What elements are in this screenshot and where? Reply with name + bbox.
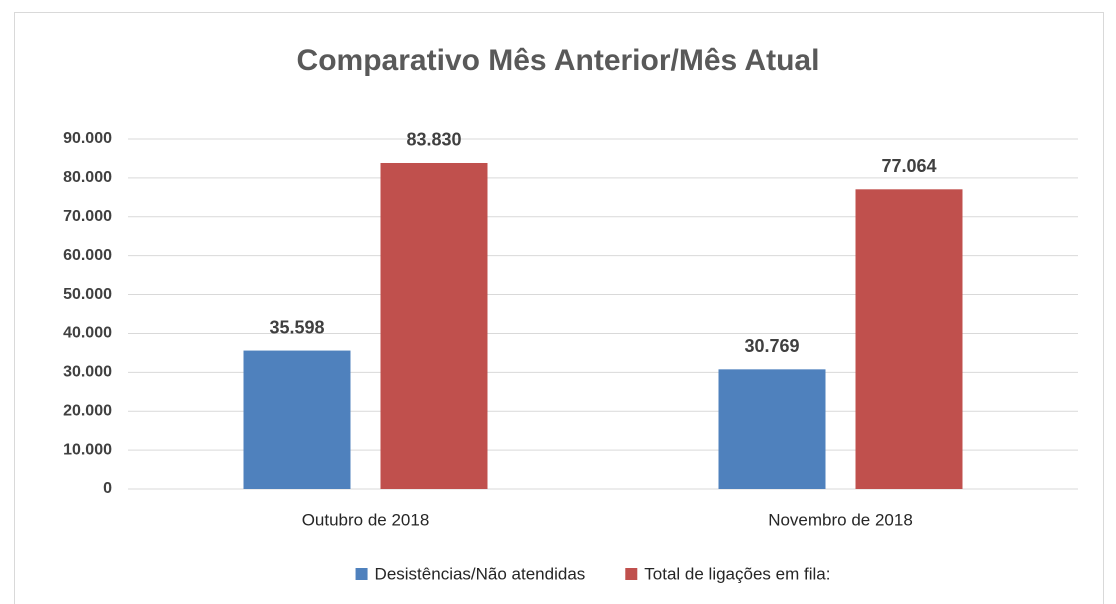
y-tick-label: 70.000 (63, 208, 112, 225)
bar (243, 350, 351, 489)
value-label: 30.769 (744, 336, 799, 356)
y-tick-label: 90.000 (63, 130, 112, 147)
bar (855, 189, 963, 489)
x-tick-label: Outubro de 2018 (302, 510, 430, 529)
value-label: 35.598 (269, 317, 324, 337)
y-tick-label: 30.000 (63, 364, 112, 381)
legend-swatch (355, 568, 368, 580)
y-tick-label: 20.000 (63, 402, 112, 419)
y-tick-label: 80.000 (63, 169, 112, 186)
value-label: 83.830 (406, 130, 461, 150)
y-tick-label: 10.000 (63, 441, 112, 458)
bar (380, 162, 488, 489)
x-tick-label: Novembro de 2018 (768, 510, 913, 529)
y-tick-label: 50.000 (63, 286, 112, 303)
legend-label: Total de ligações em fila: (644, 564, 830, 583)
legend-swatch (625, 568, 638, 580)
chart-title: Comparativo Mês Anterior/Mês Atual (297, 44, 820, 77)
legend-label: Desistências/Não atendidas (375, 564, 586, 583)
bar (718, 369, 826, 489)
y-tick-label: 60.000 (63, 247, 112, 264)
value-label: 77.064 (881, 156, 936, 176)
y-tick-label: 0 (103, 480, 112, 497)
y-tick-label: 40.000 (63, 325, 112, 342)
